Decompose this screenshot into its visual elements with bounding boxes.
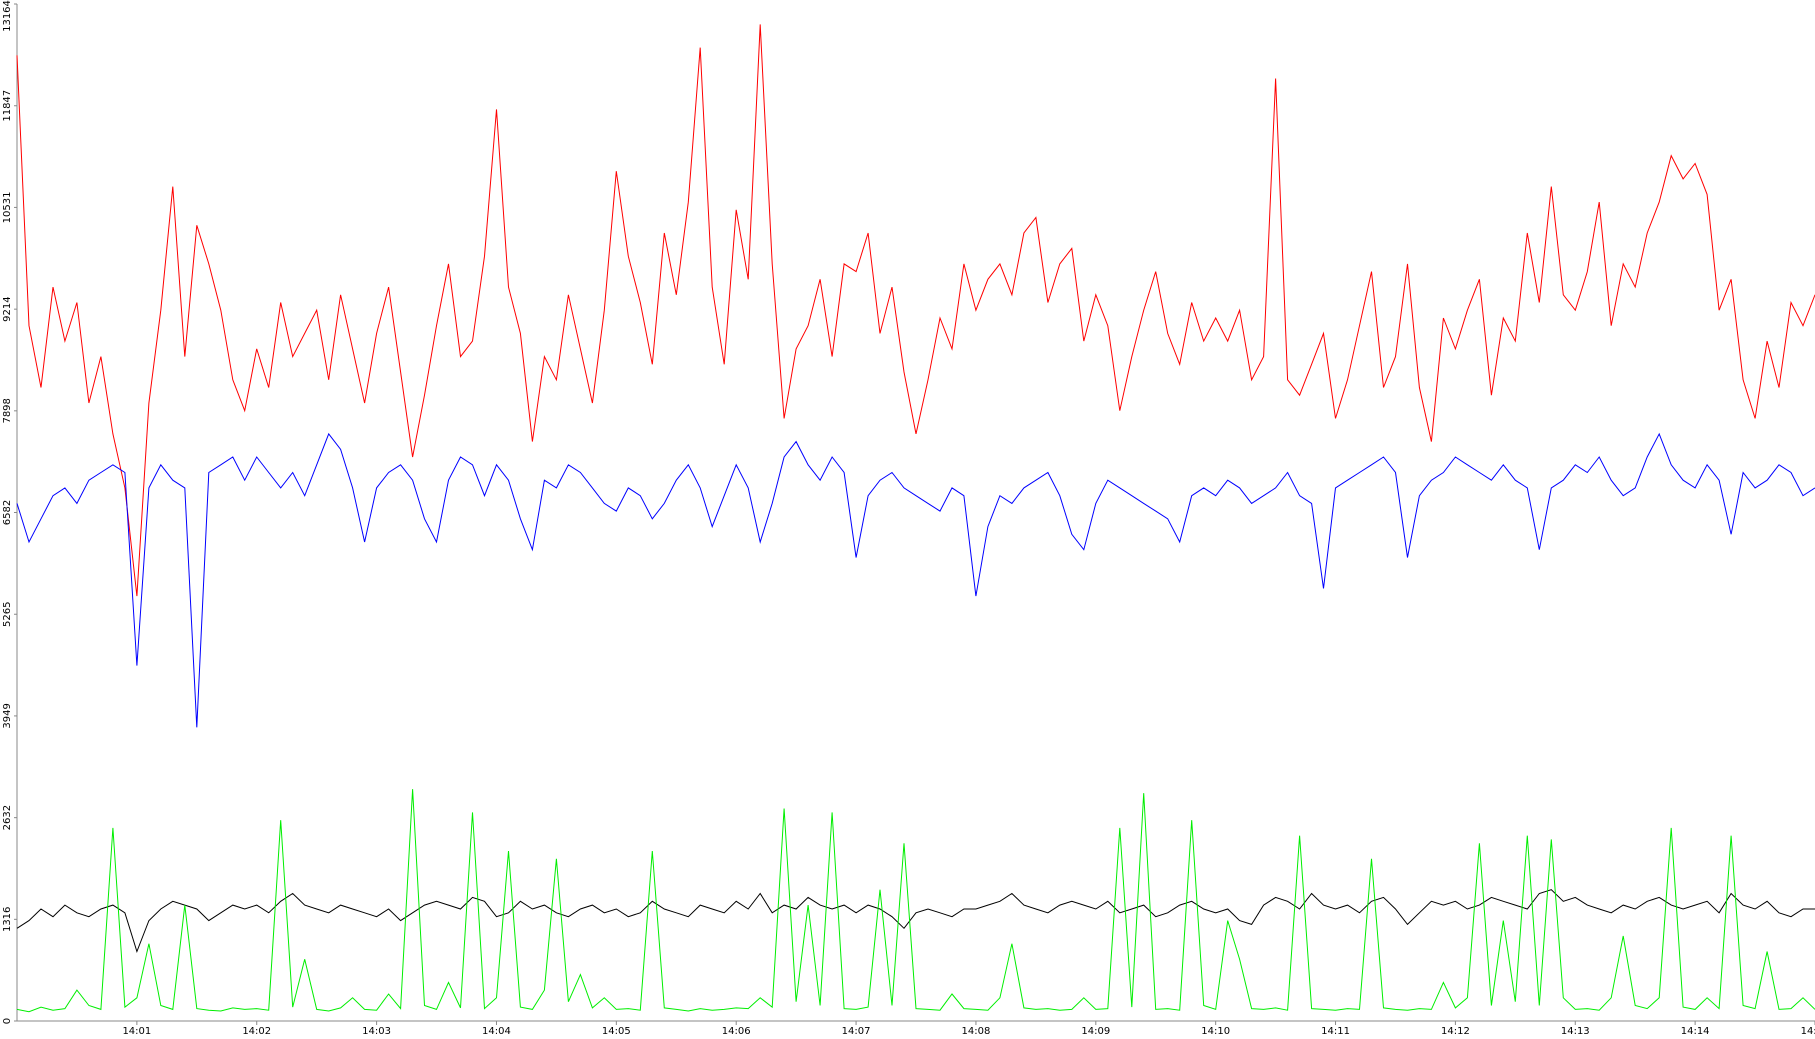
x-tick-label: 14:10 bbox=[1201, 1026, 1230, 1037]
x-tick-label: 14:04 bbox=[482, 1026, 511, 1037]
y-tick-label: 7898 bbox=[2, 398, 13, 423]
x-tick-label: 14:11 bbox=[1321, 1026, 1350, 1037]
x-tick-label: 14:13 bbox=[1561, 1026, 1590, 1037]
x-tick-label: 14:08 bbox=[962, 1026, 991, 1037]
series-line bbox=[16, 432, 1815, 728]
series-line bbox=[16, 24, 1815, 597]
y-tick-label: 11847 bbox=[2, 90, 13, 122]
y-tick-label: 10531 bbox=[2, 192, 13, 224]
y-tick-label: 9214 bbox=[2, 296, 13, 321]
x-tick-label: 14:06 bbox=[722, 1026, 751, 1037]
x-tick-label: 14:03 bbox=[362, 1026, 391, 1037]
y-tick-label: 13164 bbox=[2, 0, 13, 32]
y-tick-label: 6582 bbox=[2, 500, 13, 525]
y-tick-label: 5265 bbox=[2, 602, 13, 627]
x-tick-label: 14:01 bbox=[122, 1026, 151, 1037]
y-tick-label: 3949 bbox=[2, 703, 13, 728]
x-tick-label: 14:02 bbox=[242, 1026, 271, 1037]
x-tick-label: 14:12 bbox=[1441, 1026, 1470, 1037]
x-tick-label: 14:05 bbox=[602, 1026, 631, 1037]
y-tick-label: 1316 bbox=[2, 907, 13, 932]
x-tick-label: 14:14 bbox=[1681, 1026, 1710, 1037]
x-tick-label: 14:07 bbox=[842, 1026, 871, 1037]
series-line bbox=[16, 789, 1815, 1013]
y-tick-label: 0 bbox=[2, 1018, 13, 1024]
x-tick-label: 14:09 bbox=[1081, 1026, 1110, 1037]
y-tick-label: 2632 bbox=[2, 805, 13, 830]
x-tick-label: 14:15 bbox=[1801, 1026, 1815, 1037]
series-line bbox=[16, 889, 1815, 954]
